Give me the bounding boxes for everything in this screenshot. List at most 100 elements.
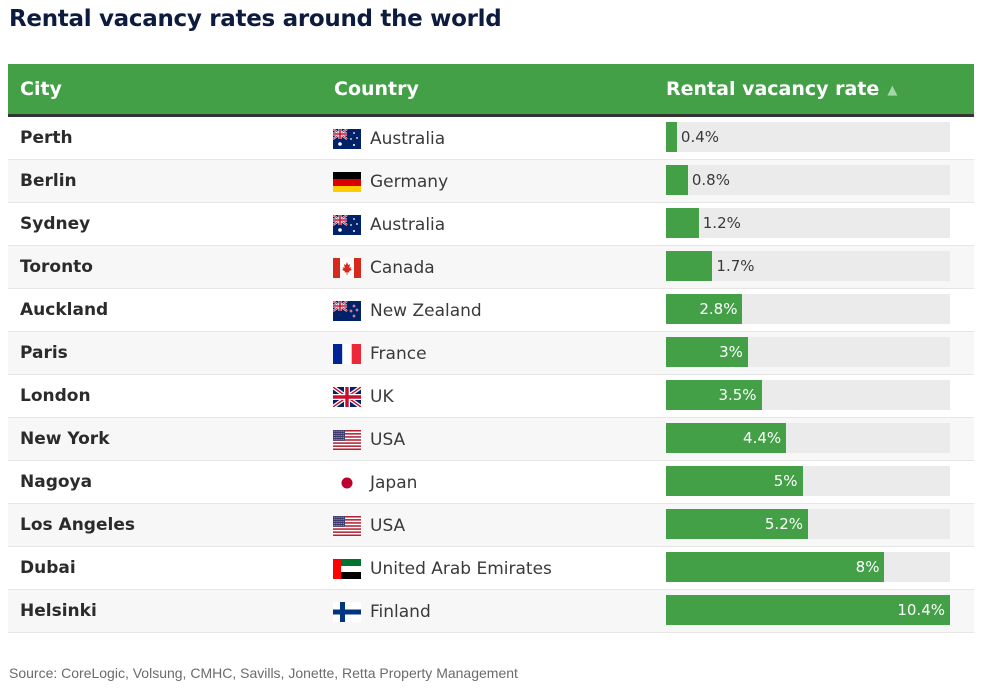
country-cell: USA xyxy=(333,504,405,547)
table-row: Toronto Canada 1.7% xyxy=(8,246,974,289)
bar-value-label: 5% xyxy=(773,472,798,490)
bar-value-label: 3% xyxy=(719,343,743,361)
table-row: Berlin Germany 0.8% xyxy=(8,160,974,203)
country-name: Finland xyxy=(370,601,431,622)
city-cell: Toronto xyxy=(20,257,93,277)
country-cell: Australia xyxy=(333,117,445,160)
city-cell: Paris xyxy=(20,343,68,363)
bar-value-label: 0.4% xyxy=(680,128,720,146)
bar-fill xyxy=(666,466,803,496)
bar-fill xyxy=(666,294,743,324)
country-name: USA xyxy=(370,429,406,450)
table-row: Paris France 3% xyxy=(8,332,974,375)
country-name: United Arab Emirates xyxy=(370,558,552,579)
column-header-rate[interactable]: Rental vacancy rate ▲ xyxy=(666,78,897,100)
table-row: Perth Australia 0.4% xyxy=(8,117,974,160)
bar-track: 0.4% xyxy=(666,122,950,152)
bar-track: 1.2% xyxy=(666,208,950,238)
bar-fill xyxy=(666,509,808,539)
city-cell: Los Angeles xyxy=(20,515,135,535)
australia-flag-icon xyxy=(333,128,361,149)
bar-value-label: 5.2% xyxy=(764,515,803,533)
bar-track: 1.7% xyxy=(666,251,950,281)
bar-value-label: 1.7% xyxy=(716,257,755,275)
bar-value-label: 10.4% xyxy=(897,601,945,619)
bar-fill xyxy=(666,423,787,453)
country-name: USA xyxy=(370,515,406,536)
country-cell: Germany xyxy=(333,160,448,203)
city-cell: Berlin xyxy=(20,171,77,191)
bar-track: 2.8% xyxy=(666,294,950,324)
sort-ascending-icon[interactable]: ▲ xyxy=(887,82,898,98)
table-row: Dubai United Arab Emirates 8% xyxy=(8,547,974,590)
usa-flag-icon xyxy=(333,429,361,450)
australia-flag-icon xyxy=(333,214,361,235)
table-body: Perth Australia 0.4% Berlin Germany 0.8% Sydne… xyxy=(8,117,974,633)
country-cell: New Zealand xyxy=(333,289,482,332)
bar-track: 8% xyxy=(666,552,950,582)
bar-track: 4.4% xyxy=(666,423,950,453)
table-row: Helsinki Finland 10.4% xyxy=(8,590,974,633)
source-note: Source: CoreLogic, Volsung, CMHC, Savill… xyxy=(9,665,518,681)
city-cell: Auckland xyxy=(20,300,109,320)
country-name: Canada xyxy=(370,257,435,278)
bar-fill xyxy=(666,251,713,281)
city-cell: Perth xyxy=(20,128,73,148)
bar-value-label: 8% xyxy=(855,558,880,576)
germany-flag-icon xyxy=(333,171,361,192)
chart-title: Rental vacancy rates around the world xyxy=(9,6,502,32)
bar-fill xyxy=(666,122,677,152)
bar-fill xyxy=(666,380,762,410)
bar-fill xyxy=(666,552,885,582)
new-zealand-flag-icon xyxy=(333,300,361,321)
bar-track: 3% xyxy=(666,337,950,367)
country-cell: France xyxy=(333,332,427,375)
column-header-city[interactable]: City xyxy=(20,78,62,100)
bar-value-label: 2.8% xyxy=(699,300,738,318)
country-cell: Finland xyxy=(333,590,431,633)
finland-flag-icon xyxy=(333,601,361,622)
bar-track: 5.2% xyxy=(666,509,950,539)
uae-flag-icon xyxy=(333,558,361,579)
bar-fill xyxy=(666,208,699,238)
city-cell: Dubai xyxy=(20,558,76,578)
table-row: Los Angeles USA 5.2% xyxy=(8,504,974,547)
bar-track: 3.5% xyxy=(666,380,950,410)
city-cell: London xyxy=(20,386,91,406)
country-cell: Australia xyxy=(333,203,445,246)
city-cell: Sydney xyxy=(20,214,91,234)
table-row: Sydney Australia 1.2% xyxy=(8,203,974,246)
bar-value-label: 0.8% xyxy=(691,171,730,189)
country-cell: United Arab Emirates xyxy=(333,547,552,590)
bar-track: 10.4% xyxy=(666,595,950,625)
bar-value-label: 4.4% xyxy=(743,429,782,447)
bar-fill xyxy=(666,595,950,625)
column-header-rate-label: Rental vacancy rate xyxy=(666,78,880,100)
japan-flag-icon xyxy=(333,472,361,493)
country-name: Japan xyxy=(370,472,418,493)
bar-track: 5% xyxy=(666,466,950,496)
bar-track: 0.8% xyxy=(666,165,950,195)
usa-flag-icon xyxy=(333,515,361,536)
country-cell: Canada xyxy=(333,246,435,289)
country-name: France xyxy=(370,343,427,364)
france-flag-icon xyxy=(333,343,361,364)
country-cell: Japan xyxy=(333,461,417,504)
table-row: London UK 3.5% xyxy=(8,375,974,418)
bar-value-label: 1.2% xyxy=(702,214,741,232)
bar-value-label: 3.5% xyxy=(718,386,757,404)
bar-fill xyxy=(666,165,688,195)
bar-fill xyxy=(666,337,748,367)
vacancy-table: City Country Rental vacancy rate ▲ Perth… xyxy=(8,64,974,633)
country-name: New Zealand xyxy=(370,300,482,321)
country-name: UK xyxy=(370,386,394,407)
country-name: Germany xyxy=(370,171,449,192)
city-cell: Helsinki xyxy=(20,601,97,621)
table-row: New York USA 4.4% xyxy=(8,418,974,461)
canada-flag-icon xyxy=(333,257,361,278)
country-name: Australia xyxy=(370,214,446,235)
city-cell: Nagoya xyxy=(20,472,93,492)
column-header-country[interactable]: Country xyxy=(334,78,419,100)
country-cell: UK xyxy=(333,375,394,418)
country-cell: USA xyxy=(333,418,405,461)
